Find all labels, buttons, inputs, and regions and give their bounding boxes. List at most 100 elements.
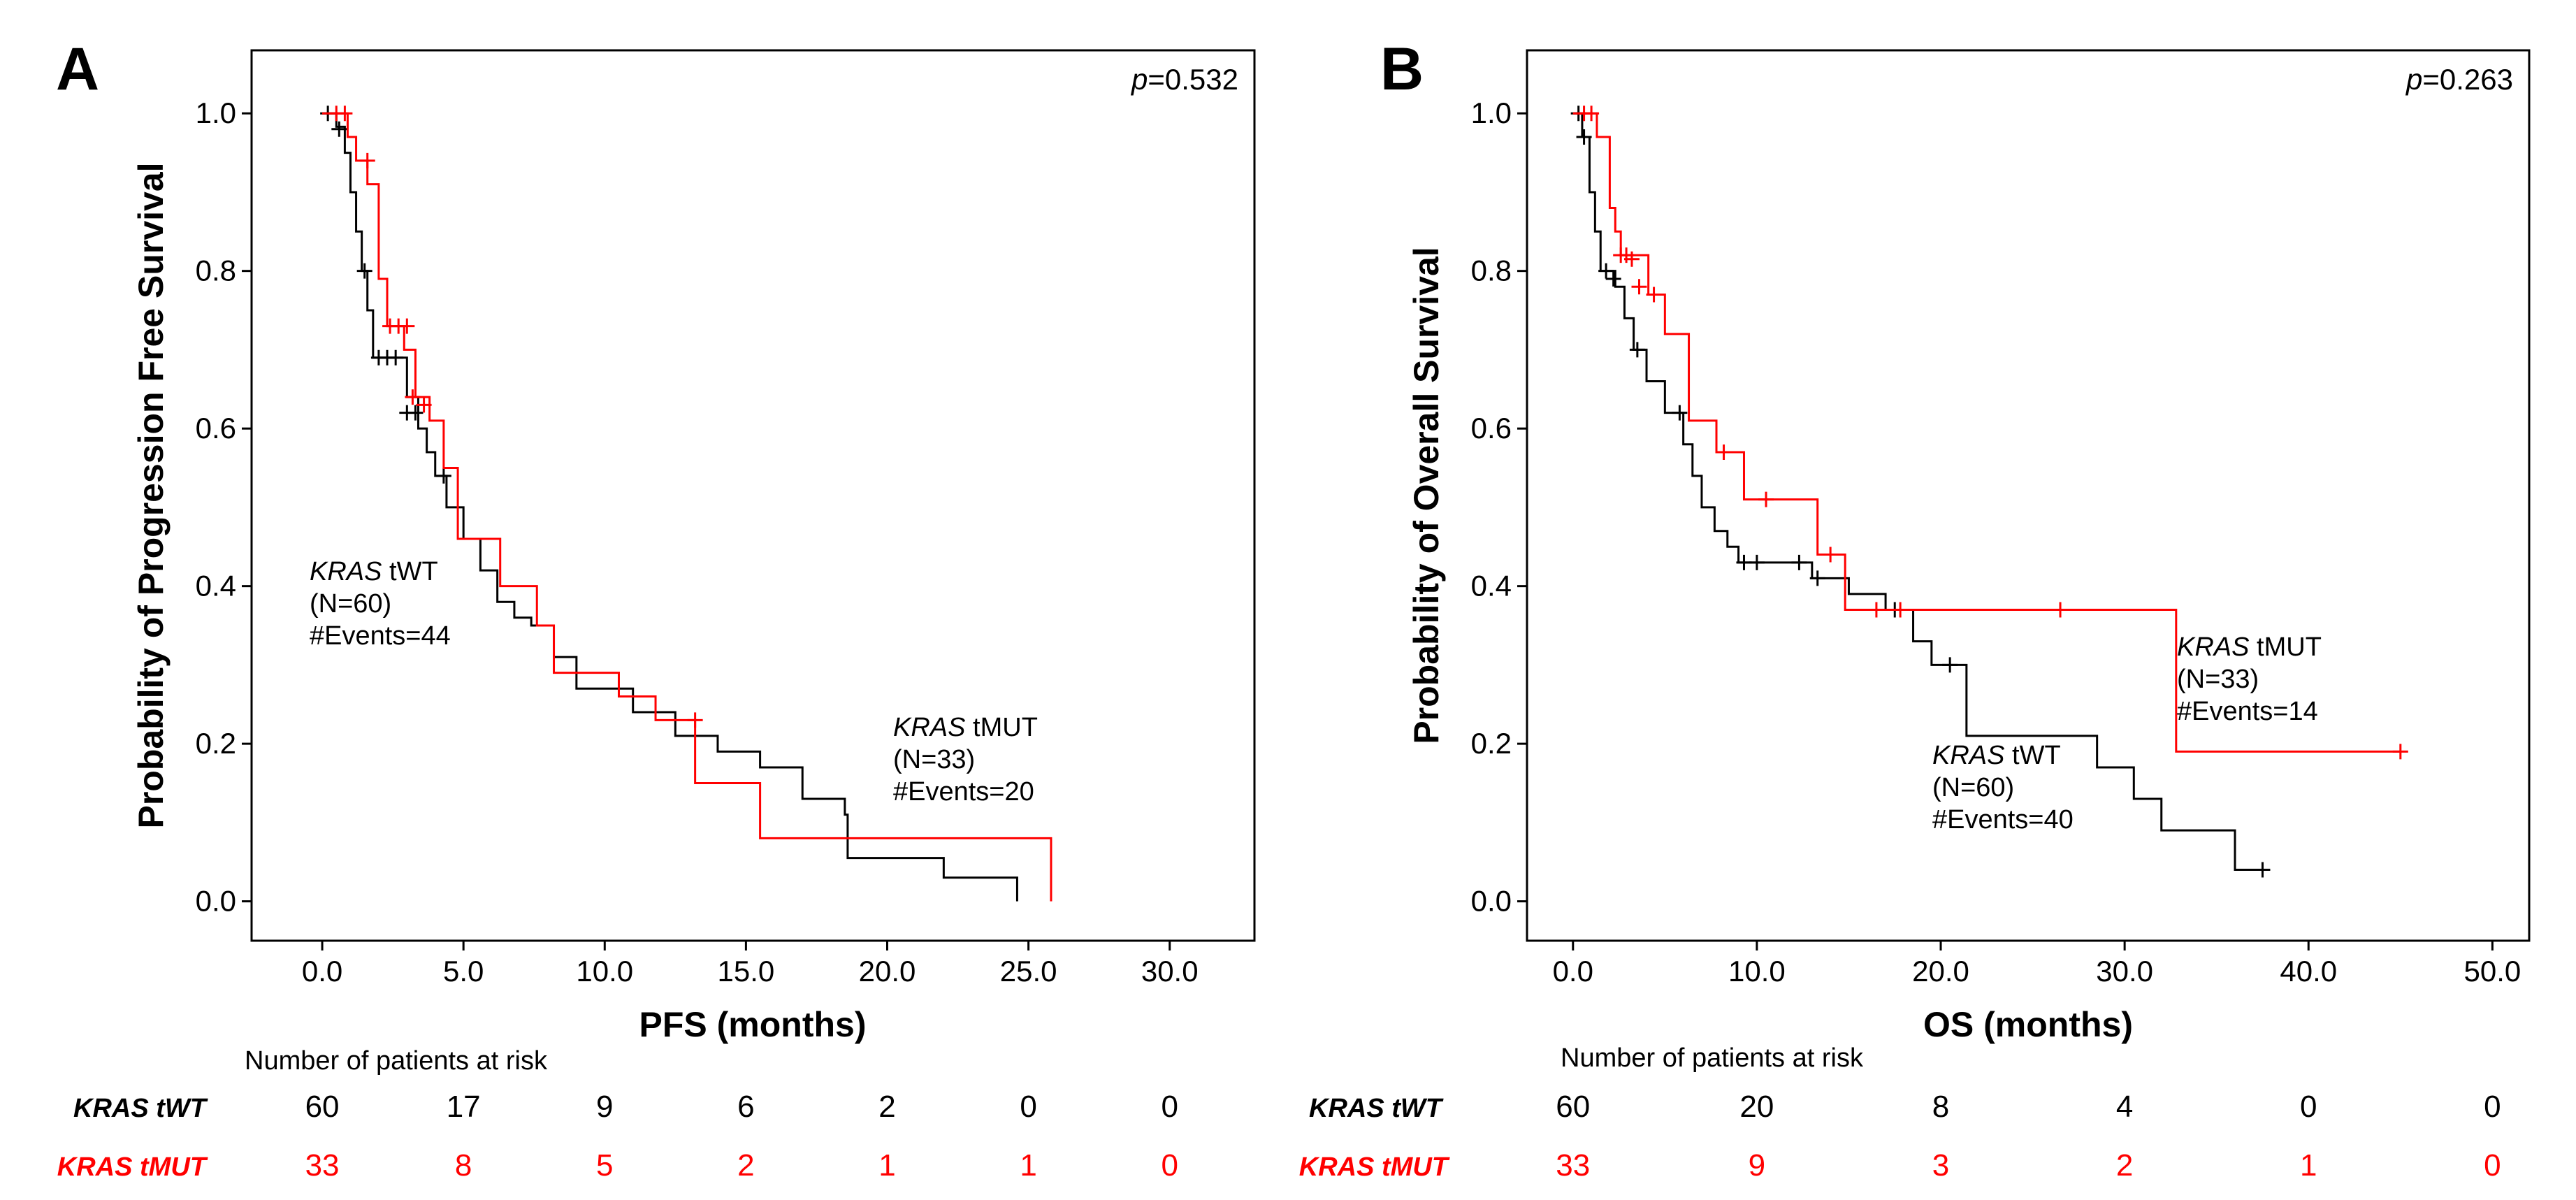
panel-b-y-tick-label: 0.2 [1471, 727, 1512, 760]
panel-a-y-tick-label: 0.2 [196, 727, 236, 760]
panel-a-risk-value-wt: 6 [737, 1090, 754, 1124]
panel-b-mut-n: (N=33) [2177, 665, 2259, 694]
panel-a-risk-value-wt: 60 [305, 1090, 340, 1124]
panel-a-censor-mark-mut [359, 152, 375, 168]
panel-b-y-tick-label: 0.4 [1471, 570, 1512, 602]
panel-b-x-axis-title: OS (months) [1923, 1005, 2133, 1044]
panel-b-wt-gene: KRAS [1932, 741, 2004, 770]
panel-a-risk-table: Number of patients at risk KRAS tWT KRAS… [57, 1046, 1178, 1183]
panel-a-curves [320, 106, 1052, 902]
panel-a-risk-value-wt: 17 [447, 1090, 481, 1124]
panel-b-risk-value-wt: 0 [2484, 1090, 2501, 1124]
panel-b-censor-mark-wt [1791, 554, 1807, 570]
panel-b-curves [1570, 106, 2408, 878]
panel-b-censor-mark-wt [1598, 263, 1614, 279]
panel-b-risk-label-mut: KRAS tMUT [1299, 1152, 1450, 1182]
panel-a: A 0.0 0.2 0.4 0.6 0.8 1.0 0.0 5.0 10.0 15.0 20.0 2… [56, 36, 1256, 1183]
panel-a-y-tick-label: 0.4 [196, 570, 236, 602]
panel-b-censor-mark-mut [1893, 602, 1909, 618]
panel-a-risk-value-mut: 8 [455, 1148, 472, 1183]
panel-a-x-tick-label: 20.0 [859, 955, 916, 988]
panel-a-letter: A [56, 36, 99, 103]
panel-b-y-tick-label: 0.0 [1471, 885, 1512, 918]
panel-a-risk-row-mut: 33 8 5 2 1 1 0 [305, 1148, 1178, 1183]
panel-b-mut-status: tMUT [2249, 632, 2321, 662]
panel-b-risk-value-wt: 0 [2300, 1090, 2317, 1124]
panel-b-mut-gene: KRAS [2177, 632, 2249, 662]
panel-a-x-axis-title: PFS (months) [639, 1005, 867, 1044]
panel-b: B 0.0 0.2 0.4 0.6 0.8 1.0 0.0 10.0 20.0 30.0 40.0… [1299, 36, 2531, 1183]
panel-b-risk-value-mut: 33 [1556, 1148, 1590, 1183]
panel-a-censor-mark-wt [407, 405, 424, 421]
panel-b-risk-table: Number of patients at risk KRAS tWT KRAS… [1299, 1043, 2501, 1183]
panel-a-x-tick-label: 25.0 [1000, 955, 1057, 988]
panel-b-y-ticks: 0.0 0.2 0.4 0.6 0.8 1.0 [1471, 96, 1527, 918]
panel-a-risk-value-wt: 2 [878, 1090, 895, 1124]
panel-a-wt-label: KRAS tWT [310, 557, 438, 586]
panel-a-risk-label-wt: KRAS tWT [73, 1094, 208, 1123]
panel-a-risk-value-mut: 1 [878, 1148, 895, 1183]
panel-a-wt-status: tWT [382, 557, 437, 586]
panel-b-risk-value-wt: 60 [1556, 1090, 1590, 1124]
panel-b-y-tick-label: 0.8 [1471, 254, 1512, 287]
panel-a-wt-gene: KRAS [310, 557, 382, 586]
panel-a-risk-value-mut: 1 [1020, 1148, 1036, 1183]
panel-a-risk-value-wt: 0 [1161, 1090, 1178, 1124]
panel-b-censor-mark-mut [1631, 279, 1647, 295]
panel-a-wt-annotation: KRAS tWT (N=60) #Events=44 [310, 557, 451, 651]
panel-a-censor-mark-wt [356, 263, 372, 279]
panel-b-mut-annotation: KRAS tMUT (N=33) #Events=14 [2177, 632, 2322, 726]
panel-b-censor-mark-mut [1868, 602, 1884, 618]
panel-b-letter: B [1380, 36, 1424, 103]
panel-a-risk-label-mut: KRAS tMUT [57, 1152, 208, 1182]
panel-b-mut-label: KRAS tMUT [2177, 632, 2322, 662]
panel-a-mut-gene: KRAS [893, 713, 965, 742]
panel-a-risk-value-mut: 2 [737, 1148, 754, 1183]
panel-a-y-tick-label: 0.6 [196, 412, 236, 444]
panel-b-risk-value-wt: 20 [1739, 1090, 1774, 1124]
panel-b-risk-row-wt: 60 20 8 4 0 0 [1556, 1090, 2501, 1124]
panel-a-p-number: =0.532 [1148, 63, 1238, 96]
panel-b-censor-mark-mut [1716, 444, 1732, 460]
panel-b-censor-mark-mut [2053, 602, 2069, 618]
panel-a-mut-events: #Events=20 [893, 777, 1034, 807]
panel-b-p-value: p=0.263 [2405, 63, 2513, 96]
panel-a-censor-mark-mut [405, 389, 421, 405]
panel-a-wt-events: #Events=44 [310, 621, 451, 651]
panel-a-y-axis-title: Probability of Progression Free Survival [131, 162, 171, 828]
panel-b-censor-mark-wt [1942, 657, 1958, 673]
panel-b-censor-mark-wt [1736, 554, 1752, 570]
panel-b-risk-header: Number of patients at risk [1561, 1043, 1864, 1073]
panel-b-wt-label: KRAS tWT [1932, 741, 2061, 770]
panel-b-curve-wt [1572, 112, 2263, 872]
panel-a-censor-mark-mut [687, 712, 703, 728]
panel-b-x-tick-label: 30.0 [2096, 955, 2153, 988]
panel-a-mut-label: KRAS tMUT [893, 713, 1038, 742]
panel-b-y-tick-label: 1.0 [1471, 96, 1512, 129]
panel-b-risk-value-mut: 1 [2300, 1148, 2317, 1183]
panel-a-censor-mark-mut [399, 318, 415, 334]
panel-a-y-ticks: 0.0 0.2 0.4 0.6 0.8 1.0 [196, 96, 252, 918]
panel-b-p-symbol: p [2405, 63, 2422, 96]
panel-a-mut-annotation: KRAS tMUT (N=33) #Events=20 [893, 713, 1038, 807]
panel-b-x-tick-label: 50.0 [2464, 955, 2521, 988]
panel-b-censor-mark-mut [1584, 106, 1600, 122]
panel-a-risk-value-wt: 9 [596, 1090, 613, 1124]
panel-b-wt-events: #Events=40 [1932, 805, 2074, 834]
panel-b-y-tick-label: 0.6 [1471, 412, 1512, 444]
panel-b-plot-frame [1526, 49, 2531, 942]
panel-a-risk-header: Number of patients at risk [245, 1046, 548, 1076]
panel-a-p-symbol: p [1130, 63, 1148, 96]
panel-b-censor-mark-mut [1623, 251, 1640, 267]
panel-a-y-tick-label: 1.0 [196, 96, 236, 129]
panel-b-wt-annotation: KRAS tWT (N=60) #Events=40 [1932, 741, 2074, 834]
panel-b-censor-mark-mut [1646, 287, 1662, 303]
panel-a-risk-value-mut: 0 [1161, 1148, 1178, 1183]
panel-b-x-ticks: 0.0 10.0 20.0 30.0 40.0 50.0 [1553, 941, 2521, 988]
panel-b-censor-mark-mut [2392, 744, 2408, 760]
panel-b-risk-value-mut: 9 [1749, 1148, 1765, 1183]
panel-a-risk-value-wt: 0 [1020, 1090, 1036, 1124]
panel-a-p-value: p=0.532 [1130, 63, 1238, 96]
panel-b-p-number: =0.263 [2422, 63, 2513, 96]
